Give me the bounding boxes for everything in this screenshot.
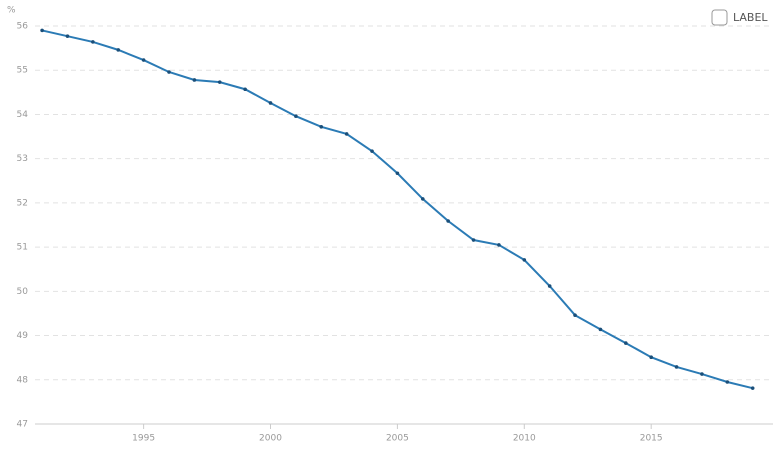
x-tick-label: 2000 bbox=[259, 434, 282, 444]
y-unit-label: % bbox=[7, 6, 16, 16]
legend-checkbox[interactable] bbox=[711, 9, 728, 26]
y-tick-label: 56 bbox=[17, 22, 29, 32]
legend[interactable]: LABEL bbox=[711, 9, 768, 26]
y-tick-label: 47 bbox=[17, 420, 28, 430]
point bbox=[395, 171, 400, 176]
x-tick-label: 2010 bbox=[513, 434, 536, 444]
x-tick-label: 1995 bbox=[132, 434, 155, 444]
point bbox=[217, 80, 222, 84]
point bbox=[91, 40, 95, 44]
point bbox=[268, 101, 273, 105]
point bbox=[624, 341, 628, 345]
point bbox=[446, 219, 450, 223]
point bbox=[674, 365, 679, 369]
y-tick-label: 51 bbox=[17, 243, 28, 253]
y-tick-label: 50 bbox=[17, 287, 29, 297]
x-tick-label: 2015 bbox=[640, 434, 663, 444]
point bbox=[547, 284, 552, 288]
point bbox=[471, 238, 476, 242]
line bbox=[41, 29, 753, 390]
x-tick-label: 2005 bbox=[386, 434, 409, 444]
point bbox=[167, 70, 171, 74]
legend-label[interactable]: LABEL bbox=[733, 11, 768, 24]
y-tick-label: 49 bbox=[17, 331, 29, 341]
point bbox=[598, 327, 603, 332]
point bbox=[725, 380, 730, 384]
point bbox=[370, 149, 374, 153]
point bbox=[65, 34, 70, 38]
point bbox=[497, 243, 501, 247]
y-tick-label: 53 bbox=[17, 154, 28, 164]
point bbox=[141, 58, 146, 62]
point bbox=[649, 355, 653, 360]
y-tick-label: 54 bbox=[17, 110, 29, 120]
point bbox=[192, 78, 197, 82]
point bbox=[319, 125, 324, 129]
point bbox=[243, 87, 247, 92]
point bbox=[750, 386, 755, 390]
point bbox=[344, 132, 349, 136]
point bbox=[522, 258, 527, 262]
y-tick-label: 55 bbox=[17, 66, 28, 76]
point bbox=[573, 313, 577, 318]
point bbox=[294, 114, 298, 119]
point bbox=[40, 28, 44, 33]
y-tick-label: 48 bbox=[17, 375, 29, 385]
point bbox=[700, 372, 704, 376]
point bbox=[420, 197, 425, 201]
point bbox=[116, 48, 121, 52]
y-tick-label: 52 bbox=[17, 198, 28, 208]
